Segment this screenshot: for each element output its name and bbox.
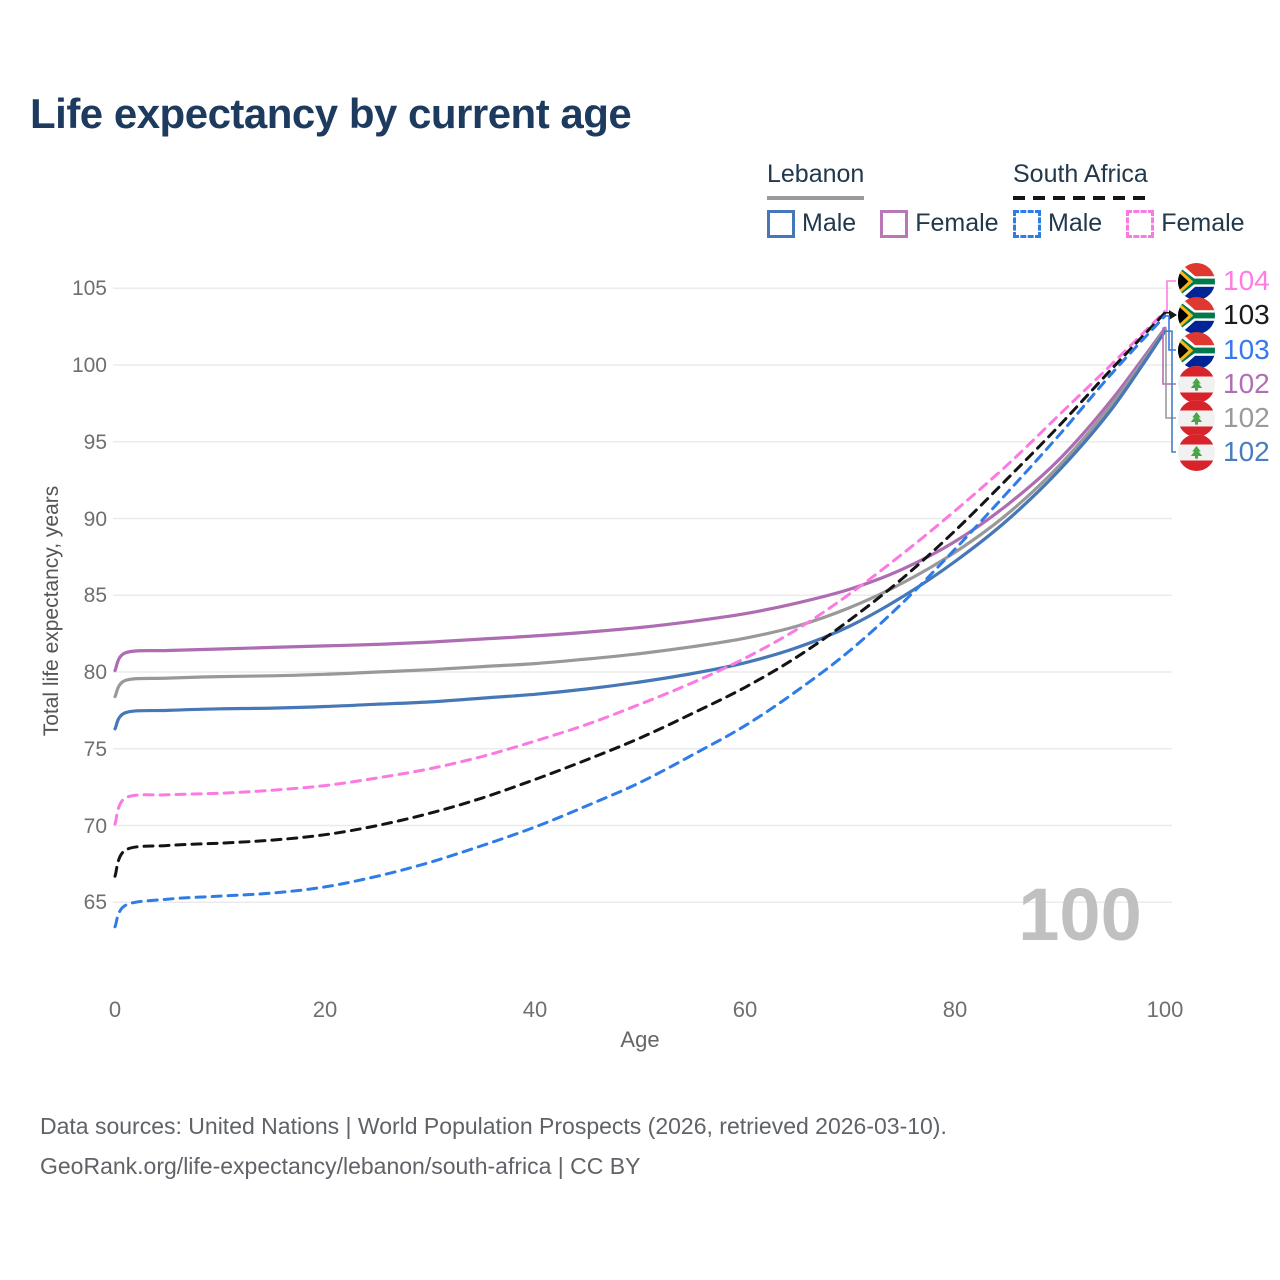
end-label-leb-all: 102	[1178, 399, 1270, 437]
legend-swatch	[1126, 209, 1155, 238]
y-tick-105: 105	[71, 277, 107, 301]
legend-item-south-africa-male[interactable]: Male	[1013, 209, 1102, 238]
end-label-connector-leb-all	[1165, 328, 1176, 419]
end-label-sa-all: 103	[1178, 296, 1270, 334]
end-label-connector-leb-m	[1165, 330, 1176, 453]
x-tick-60: 60	[732, 997, 758, 1022]
x-tick-0: 0	[108, 997, 122, 1022]
legend-swatch	[880, 209, 909, 238]
legend-swatch	[767, 209, 795, 238]
end-label-arrowhead	[1169, 310, 1177, 320]
footer: Data sources: United Nations | World Pop…	[40, 1106, 947, 1186]
end-label-connector-leb-f	[1162, 327, 1176, 385]
legend-group-lebanon: Lebanon Male Female	[767, 160, 1023, 238]
y-tick-100: 100	[71, 354, 107, 377]
legend-country-line-sample	[1013, 196, 1148, 200]
legend-group-south-africa: South Africa Male Female	[1013, 160, 1269, 238]
legend-item-label: Male	[802, 209, 857, 237]
legend-item-south-africa-female[interactable]: Female	[1126, 209, 1245, 238]
end-label-sa-f: 104	[1178, 262, 1270, 300]
series-line-sa-all[interactable]	[113, 311, 1167, 878]
end-label-value: 104	[1223, 265, 1270, 296]
x-tick-100: 100	[1146, 997, 1184, 1022]
series-line-leb-all[interactable]	[113, 328, 1167, 699]
y-tick-80: 80	[83, 661, 107, 684]
y-tick-65: 65	[83, 891, 107, 915]
lebanon-flag-icon	[1178, 365, 1215, 403]
x-tick-20: 20	[312, 997, 338, 1022]
y-tick-85: 85	[83, 584, 107, 608]
south-africa-flag-icon	[1178, 331, 1215, 369]
y-tick-70: 70	[83, 814, 107, 838]
y-tick-95: 95	[83, 430, 107, 454]
legend-country-line-sample	[767, 196, 865, 200]
legend-item-lebanon-male[interactable]: Male	[767, 209, 856, 238]
series-line-sa-f[interactable]	[113, 309, 1167, 826]
lebanon-flag-icon	[1178, 399, 1215, 437]
end-label-value: 102	[1223, 368, 1270, 399]
x-tick-80: 80	[942, 997, 968, 1022]
end-label-value: 103	[1223, 334, 1270, 365]
footer-sources: Data sources: United Nations | World Pop…	[40, 1113, 947, 1139]
y-tick-75: 75	[83, 737, 107, 761]
series-line-leb-f[interactable]	[113, 326, 1167, 673]
end-label-value: 102	[1223, 402, 1270, 433]
legend-item-label: Male	[1048, 209, 1103, 237]
current-age-indicator: 100	[1018, 873, 1142, 956]
legend-country-label: South Africa	[1013, 160, 1148, 188]
series-line-sa-m[interactable]	[113, 314, 1167, 929]
legend-item-lebanon-female[interactable]: Female	[880, 209, 999, 238]
end-label-leb-m: 102	[1178, 433, 1270, 471]
footer-attribution: GeoRank.org/life-expectancy/lebanon/sout…	[40, 1153, 641, 1179]
south-africa-flag-icon	[1178, 296, 1215, 334]
end-label-connector-sa-f	[1165, 280, 1176, 313]
end-label-value: 102	[1223, 436, 1270, 467]
x-axis-title: Age	[620, 1027, 660, 1052]
legend-item-label: Female	[1161, 209, 1245, 237]
series-line-leb-m[interactable]	[113, 329, 1167, 731]
lebanon-flag-icon	[1178, 433, 1215, 471]
south-africa-flag-icon	[1178, 262, 1215, 300]
y-axis-title: Total life expectancy, years	[40, 485, 63, 737]
legend-swatch	[1013, 209, 1041, 238]
page-title: Life expectancy by current age	[30, 90, 632, 137]
legend-item-label: Female	[915, 209, 999, 237]
x-tick-40: 40	[522, 997, 548, 1022]
end-label-sa-m: 103	[1178, 331, 1270, 369]
end-label-value: 103	[1223, 299, 1270, 330]
end-label-leb-f: 102	[1178, 365, 1270, 403]
legend-country-label: Lebanon	[767, 160, 865, 188]
y-tick-90: 90	[83, 507, 107, 531]
